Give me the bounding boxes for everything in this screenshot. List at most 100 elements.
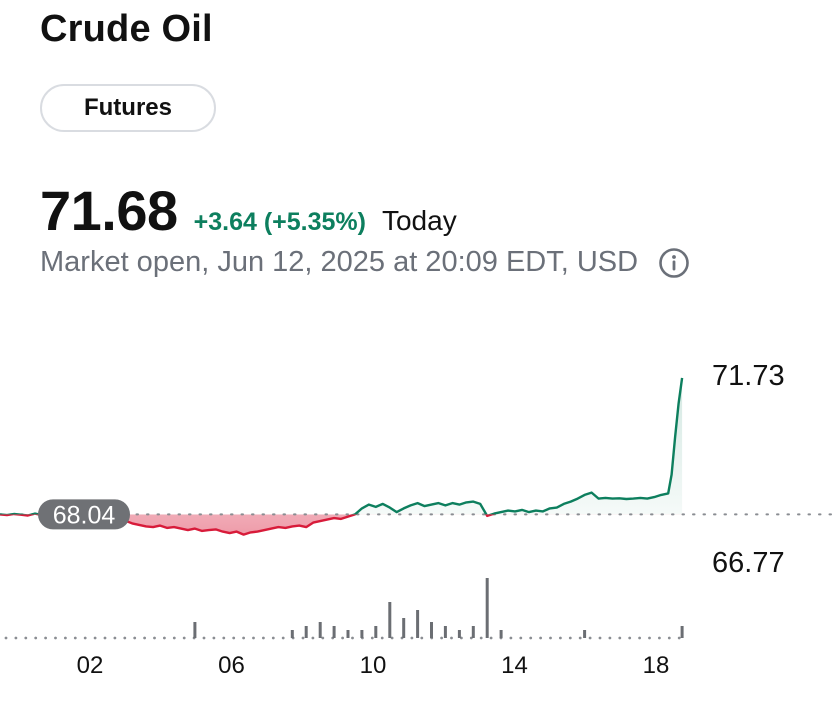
volume-dot (212, 636, 216, 640)
volume-bar (304, 626, 308, 638)
volume-dot (281, 636, 285, 640)
volume-dot (420, 636, 424, 640)
volume-dot (252, 636, 255, 640)
volume-dot (113, 636, 117, 640)
x-tick-label: 02 (77, 652, 104, 679)
volume-dot (202, 636, 206, 640)
volume-dot (479, 636, 483, 640)
volume-dot (123, 636, 127, 640)
volume-dot (539, 636, 542, 640)
volume-dot (489, 636, 493, 640)
volume-dot (44, 636, 47, 640)
volume-dot (222, 636, 226, 640)
volume-dot (608, 636, 612, 640)
market-status-row: Market open, Jun 12, 2025 at 20:09 EDT, … (40, 246, 690, 279)
x-tick-label: 18 (643, 652, 670, 679)
y-low-label: 66.77 (712, 547, 785, 579)
info-circle-icon[interactable] (658, 247, 690, 279)
futures-chip[interactable]: Futures (40, 84, 216, 132)
volume-dot (64, 636, 67, 640)
volume-dot (618, 636, 622, 640)
volume-dot (83, 636, 87, 640)
volume-bar (430, 622, 433, 638)
volume-bar (680, 626, 684, 638)
volume-bar (485, 578, 489, 638)
volume-dot (163, 636, 166, 640)
volume-dot (440, 636, 443, 640)
volume-bar (471, 626, 475, 638)
volume-bar (360, 630, 364, 638)
current-price: 71.68 (40, 179, 178, 242)
volume-dot (667, 636, 671, 640)
volume-dot (321, 636, 325, 640)
volume-dot (568, 636, 572, 640)
price-chart[interactable]: 68.04 71.73 66.77 02 06 10 14 18 (0, 300, 840, 703)
volume-dot (390, 636, 394, 640)
volume-dot (311, 636, 315, 640)
volume-dot (341, 636, 344, 640)
volume-bar (290, 630, 294, 638)
market-status: Market open, Jun 12, 2025 at 20:09 EDT, … (40, 246, 639, 278)
volume-bar (346, 630, 350, 638)
volume-dot (370, 636, 374, 640)
volume-dot (172, 636, 176, 640)
volume-dot (262, 636, 265, 640)
volume-bar (499, 630, 503, 638)
volume-dot (182, 636, 186, 640)
volume-dot (410, 636, 414, 640)
volume-bar (374, 626, 378, 638)
volume-bar (443, 626, 447, 638)
volume-dot (54, 636, 57, 640)
volume-dot (529, 636, 533, 640)
volume-dot (4, 636, 8, 640)
volume-dot (93, 636, 97, 640)
baseline-label: 68.04 (53, 501, 116, 529)
y-high-label: 71.73 (712, 360, 785, 392)
volume-dot (450, 636, 453, 640)
volume-dot (24, 636, 28, 640)
above-baseline-fill (11, 377, 683, 515)
volume-bar (416, 610, 420, 638)
below-baseline-fill (0, 514, 683, 535)
volume-bar (402, 618, 406, 638)
volume-dot (143, 636, 147, 640)
baseline-badge (38, 499, 130, 530)
volume-dot (598, 636, 602, 640)
page-title: Crude Oil (40, 8, 213, 50)
x-tick-label: 10 (360, 652, 387, 679)
volume-dot (628, 636, 632, 640)
volume-bar (193, 622, 197, 638)
volume-dot (509, 636, 513, 640)
volume-dot (578, 636, 582, 640)
volume-dot (73, 636, 77, 640)
volume-bar (388, 602, 392, 638)
volume-bar (583, 630, 587, 638)
volume-dot (34, 636, 38, 640)
volume-dot (519, 636, 523, 640)
x-tick-label: 06 (218, 652, 245, 679)
volume-dot (677, 636, 681, 640)
price-change: +3.64 (+5.35%) (193, 208, 366, 236)
volume-dot (271, 636, 275, 640)
volume-dot (153, 636, 156, 640)
volume-dot (658, 636, 661, 640)
volume-dot (549, 636, 552, 640)
volume-dot (648, 636, 651, 640)
volume-dot (588, 636, 592, 640)
volume-dot (14, 636, 18, 640)
volume-dot (638, 636, 641, 640)
volume-bar (457, 630, 461, 638)
price-row: 71.68 +3.64 (+5.35%) Today (40, 178, 457, 243)
volume-dot (232, 636, 236, 640)
price-line-above (0, 377, 684, 515)
volume-dot (301, 636, 305, 640)
volume-dot (133, 636, 137, 640)
volume-dot (103, 636, 107, 640)
x-tick-label: 14 (501, 652, 528, 679)
volume-dot (351, 636, 354, 640)
volume-dot (380, 636, 384, 640)
volume-bar (332, 626, 336, 638)
period-label: Today (381, 205, 457, 236)
volume-dot (242, 636, 246, 640)
